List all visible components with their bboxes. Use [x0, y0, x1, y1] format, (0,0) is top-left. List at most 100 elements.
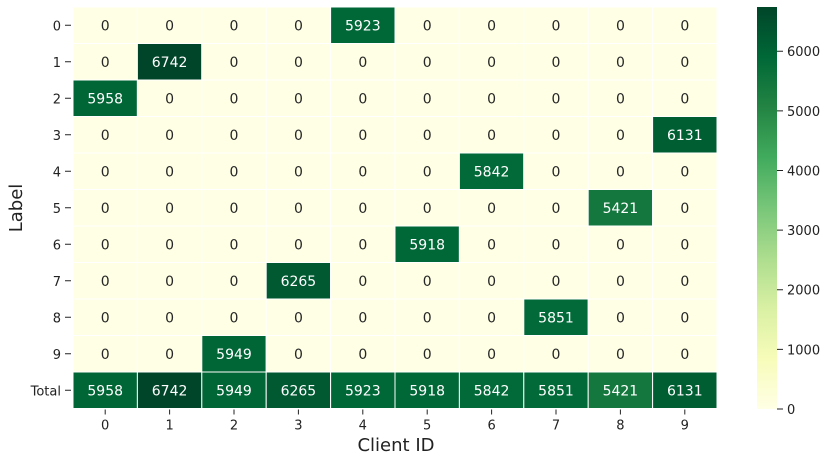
y-tick-label: 2 — [53, 92, 61, 107]
cell-value-label: 0 — [358, 237, 367, 253]
heatmap-cell — [523, 79, 589, 117]
cell-value-label: 0 — [358, 164, 367, 180]
heatmap-cell — [394, 43, 460, 81]
heatmap-cell — [523, 225, 589, 263]
y-tick-labels: 0 1 2 3 4 5 6 7 8 9 Total — [30, 19, 71, 399]
cell-value-label: 0 — [358, 55, 367, 71]
y-tick-label: 5 — [53, 202, 61, 217]
cell-value-label: 0 — [230, 18, 239, 34]
cell-value-label: 0 — [294, 164, 303, 180]
heatmap-cell — [72, 189, 138, 227]
heatmap-cell — [136, 262, 203, 300]
cell-value-label: 0 — [552, 201, 561, 217]
heatmap-cell — [330, 298, 396, 336]
cell-value-label: 0 — [487, 201, 496, 217]
x-tick-label: 5 — [423, 419, 431, 434]
heatmap-cell — [394, 189, 460, 227]
heatmap-cell — [330, 262, 396, 300]
heatmap-cell — [136, 298, 203, 336]
heatmap-cell — [458, 298, 525, 336]
colorbar-tick-label: 3000 — [787, 224, 820, 239]
cell-value-label: 5842 — [474, 164, 510, 180]
heatmap-cell — [458, 335, 525, 373]
cell-value-label: 0 — [552, 91, 561, 107]
y-tick-label: 1 — [53, 56, 61, 71]
heatmap-cell — [201, 189, 267, 227]
cell-value-label: 5918 — [409, 383, 445, 399]
cell-value-label: 0 — [423, 91, 432, 107]
heatmap-cell — [652, 152, 718, 190]
cell-value-label: 0 — [552, 18, 561, 34]
cell-value-label: 5958 — [87, 91, 123, 107]
heatmap-cell — [652, 6, 718, 44]
cell-value-label: 0 — [101, 18, 110, 34]
colorbar-ticks: 0 1000 2000 3000 4000 5000 6000 — [777, 45, 820, 418]
heatmap-cell — [652, 43, 718, 81]
cell-value-label: 0 — [294, 18, 303, 34]
cell-value-label: 0 — [552, 274, 561, 290]
cell-value-label: 0 — [230, 237, 239, 253]
cell-value-label: 0 — [165, 18, 174, 34]
cell-value-label: 0 — [423, 347, 432, 363]
x-tick-label: 8 — [616, 419, 624, 434]
cell-value-label: 0 — [101, 201, 110, 217]
cell-value-label: 0 — [101, 164, 110, 180]
y-tick-label: 9 — [53, 348, 61, 363]
heatmap-cell — [523, 43, 589, 81]
cell-value-label: 0 — [487, 128, 496, 144]
heatmap-cell — [136, 79, 203, 117]
x-tick-label: 2 — [230, 419, 238, 434]
cell-value-label: 0 — [423, 310, 432, 326]
heatmap-cell — [523, 335, 589, 373]
heatmap-cell — [201, 79, 267, 117]
cell-value-label: 0 — [230, 274, 239, 290]
cell-value-label: 0 — [101, 55, 110, 71]
cell-value-label: 0 — [680, 55, 689, 71]
cell-value-label: 0 — [552, 347, 561, 363]
heatmap-cell — [523, 298, 589, 336]
cell-value-label: 0 — [230, 128, 239, 144]
cell-value-label: 0 — [165, 128, 174, 144]
heatmap-cell — [587, 189, 654, 227]
colorbar-tick-label: 1000 — [787, 343, 820, 358]
cell-value-label: 6265 — [281, 383, 317, 399]
cell-value-label: 0 — [230, 201, 239, 217]
cell-value-label: 0 — [680, 310, 689, 326]
heatmap-cell — [587, 225, 654, 263]
heatmap-cell — [394, 152, 460, 190]
heatmap-cell — [72, 6, 138, 44]
heatmap-cell — [523, 371, 589, 409]
heatmap-cell — [458, 79, 525, 117]
heatmap-cell — [394, 6, 460, 44]
heatmap-cell — [458, 262, 525, 300]
heatmap-cell — [265, 43, 332, 81]
cell-value-label: 0 — [294, 91, 303, 107]
heatmap-cell — [458, 371, 525, 409]
heatmap-cell — [587, 298, 654, 336]
heatmap-cell — [136, 152, 203, 190]
colorbar-tick-label: 0 — [787, 403, 795, 418]
cell-value-label: 0 — [680, 18, 689, 34]
heatmap-cell — [652, 335, 718, 373]
heatmap-cell — [652, 371, 718, 409]
cell-value-label: 0 — [680, 237, 689, 253]
heatmap-cell — [201, 298, 267, 336]
cell-value-label: 0 — [358, 201, 367, 217]
heatmap-cell — [136, 371, 203, 409]
cell-value-label: 0 — [616, 18, 625, 34]
heatmap-cell — [587, 152, 654, 190]
cell-value-label: 0 — [358, 91, 367, 107]
heatmap-cell — [72, 225, 138, 263]
cell-value-label: 0 — [294, 310, 303, 326]
cell-value-label: 0 — [230, 55, 239, 71]
heatmap-cell — [265, 262, 332, 300]
cell-value-label: 0 — [230, 310, 239, 326]
heatmap-cell — [201, 6, 267, 44]
colorbar-tick-label: 2000 — [787, 284, 820, 299]
x-tick-labels: 0 1 2 3 4 5 6 7 8 9 — [101, 409, 689, 434]
heatmap-cell — [587, 371, 654, 409]
heatmap-cell — [394, 225, 460, 263]
heatmap-cell — [587, 335, 654, 373]
cell-value-label: 0 — [294, 237, 303, 253]
